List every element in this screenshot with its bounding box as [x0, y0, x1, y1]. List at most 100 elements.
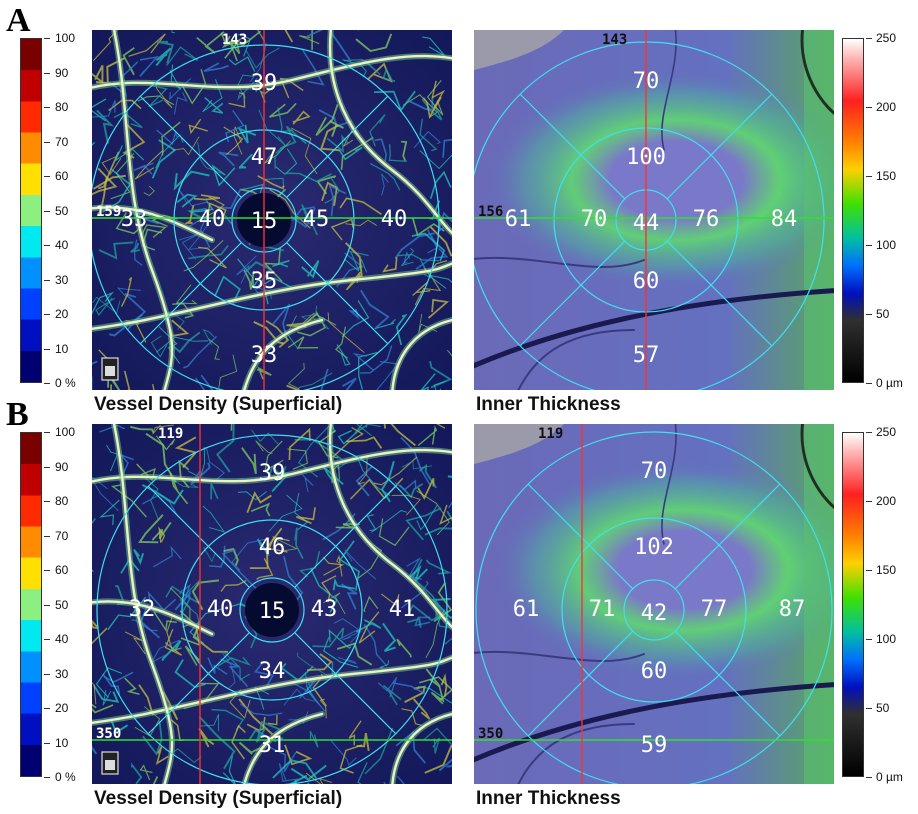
density-scale-tick-label: 100 — [55, 425, 76, 439]
outer-inferior-value: 57 — [633, 343, 660, 368]
density-scale-tick-label: 100 — [55, 31, 76, 45]
inner-nasal-value: 45 — [303, 207, 330, 232]
thickness-scale-tick-mark — [866, 38, 872, 39]
vessel-density-caption: Vessel Density (Superficial) — [94, 788, 343, 809]
density-scale-tick-label: 40 — [55, 238, 69, 252]
thickness-scale-tick-mark — [866, 314, 872, 315]
inner-inferior-value: 34 — [259, 659, 286, 684]
density-scale-tick-label: 20 — [55, 307, 69, 321]
density-scale-tick-mark — [44, 777, 50, 778]
thickness-color-scale — [842, 432, 864, 777]
thickness-scale-tick-mark — [866, 432, 872, 433]
inner-superior-value: 47 — [251, 145, 278, 170]
thickness-color-scale — [842, 38, 864, 383]
density-scale-tick-mark — [44, 245, 50, 246]
density-scale-tick-mark — [44, 314, 50, 315]
outer-superior-value: 70 — [641, 459, 668, 484]
inner-inferior-value: 35 — [251, 269, 278, 294]
thickness-scale-tick-mark — [866, 245, 872, 246]
density-scale-tick-mark — [44, 466, 50, 468]
inner-thickness-map: 42 102 71 77 60 70 61 87 59 119 350 — [474, 424, 834, 784]
retinal-vessels — [474, 30, 834, 390]
inner-temporal-value: 40 — [207, 597, 234, 622]
density-scale-tick-label: 80 — [55, 100, 69, 114]
outer-superior-value: 39 — [251, 71, 278, 96]
thickness-scale-tick-label: 50 — [876, 307, 890, 321]
etdrs-grid — [475, 431, 833, 784]
scan-number-top: 119 — [158, 426, 183, 442]
outer-nasal-value: 84 — [771, 207, 798, 232]
density-scale-tick-label: 0 % — [55, 376, 76, 390]
thickness-scale-tick-label: 250 — [876, 31, 897, 45]
large-vessels — [92, 30, 452, 390]
scan-number-top: 143 — [222, 32, 247, 48]
thickness-scale-tick-mark — [866, 176, 872, 177]
thickness-scale-tick-label: 100 — [876, 238, 897, 252]
inner-nasal-value: 76 — [693, 207, 720, 232]
outer-nasal-value: 87 — [779, 597, 806, 622]
center-value: 15 — [251, 209, 278, 234]
density-scale-tick-mark — [44, 107, 50, 108]
thickness-scale-tick-label: 150 — [876, 169, 897, 183]
density-scale-tick-label: 50 — [55, 597, 69, 612]
thickness-scale-tick-label: 50 — [876, 701, 890, 715]
density-scale-tick-label: 70 — [55, 134, 69, 149]
thickness-scale-tick-label: 150 — [876, 563, 897, 577]
inner-superior-value: 100 — [626, 145, 666, 170]
vessel-density-caption: Vessel Density (Superficial) — [94, 394, 343, 415]
inner-temporal-value: 71 — [589, 597, 616, 622]
quality-icon — [101, 751, 119, 775]
density-scale-tick-mark — [44, 604, 50, 606]
center-value: 15 — [259, 599, 286, 624]
density-scale-tick-mark — [44, 141, 50, 143]
scan-number-top: 143 — [602, 32, 627, 48]
vessel-density-map: 15 46 40 43 34 39 32 41 31 119 350 — [92, 424, 452, 784]
thickness-ring — [486, 70, 834, 290]
inner-superior-value: 46 — [259, 535, 286, 560]
inner-superior-value: 102 — [634, 535, 674, 560]
thickness-scale-tick-label: 200 — [876, 494, 897, 508]
vessel-density-color-scale — [20, 432, 42, 777]
outer-inferior-value: 59 — [641, 733, 668, 758]
scan-number-left: 156 — [478, 204, 503, 220]
center-value: 42 — [641, 601, 668, 626]
thickness-scale-tick-label: 200 — [876, 100, 897, 114]
panel-letter-a: A — [6, 2, 31, 39]
scan-number-left: 350 — [478, 726, 503, 742]
scan-number-left: 159 — [96, 204, 121, 220]
large-vessels — [92, 424, 452, 784]
outer-inferior-value: 31 — [259, 733, 286, 758]
density-scale-tick-mark — [44, 673, 50, 675]
outer-nasal-value: 40 — [381, 207, 408, 232]
outer-temporal-value: 61 — [505, 207, 532, 232]
inner-thickness-caption: Inner Thickness — [476, 394, 621, 415]
density-scale-tick-label: 30 — [55, 666, 69, 681]
density-scale-tick-mark — [44, 348, 50, 350]
thickness-scale-tick-mark — [866, 107, 872, 108]
foveal-avascular-zone — [245, 583, 299, 637]
density-scale-tick-mark — [44, 501, 50, 502]
inner-thickness-caption: Inner Thickness — [476, 788, 621, 809]
inner-inferior-value: 60 — [633, 269, 660, 294]
thickness-scale-tick-label: 0 µm — [876, 770, 903, 784]
thickness-scale-tick-label: 0 µm — [876, 376, 903, 390]
thickness-scale-tick-mark — [866, 639, 872, 640]
thickness-scale-tick-mark — [866, 708, 872, 709]
outer-temporal-value: 32 — [129, 597, 156, 622]
density-scale-tick-label: 60 — [55, 169, 69, 183]
outer-temporal-value: 33 — [121, 207, 148, 232]
vessel-density-color-scale — [20, 38, 42, 383]
density-scale-tick-mark — [44, 432, 50, 433]
thickness-scale-tick-label: 250 — [876, 425, 897, 439]
density-scale-tick-label: 80 — [55, 494, 69, 508]
inner-nasal-value: 77 — [701, 597, 728, 622]
center-value: 44 — [633, 211, 660, 236]
outer-superior-value: 70 — [633, 69, 660, 94]
vessel-density-map: 15 47 40 45 35 39 33 40 33 143 159 — [92, 30, 452, 390]
outer-inferior-value: 33 — [251, 343, 278, 368]
density-scale-tick-label: 0 % — [55, 770, 76, 784]
thickness-scale-tick-mark — [866, 570, 872, 571]
density-scale-tick-mark — [44, 708, 50, 709]
inner-nasal-value: 43 — [311, 597, 338, 622]
density-scale-tick-label: 90 — [55, 459, 69, 474]
